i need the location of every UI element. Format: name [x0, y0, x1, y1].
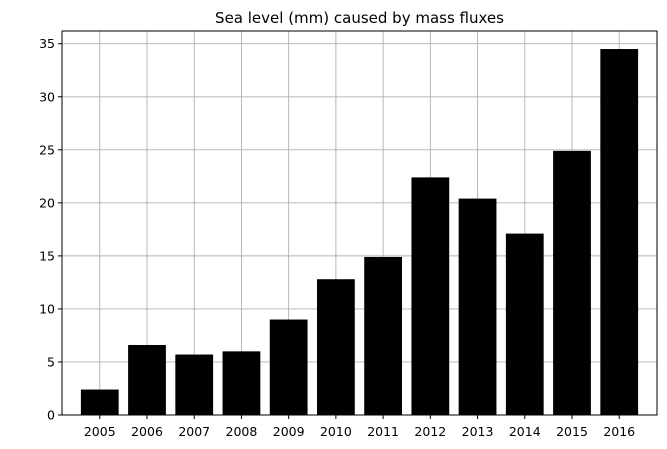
x-tick-label: 2006: [131, 424, 163, 439]
x-tick-label: 2010: [320, 424, 352, 439]
bar-2016: [600, 49, 639, 416]
axes: 0 5 10 15 20 25 30 35 2005 2006 2007 2008 2009 2010 20…: [39, 30, 658, 439]
y-tick-label: 0: [47, 408, 55, 423]
x-tick-label: 2005: [84, 424, 116, 439]
bar-2012: [411, 177, 450, 415]
bar-2010: [317, 279, 355, 415]
bars: [80, 49, 639, 416]
y-tick-label: 20: [39, 195, 55, 210]
y-tick-label: 25: [39, 142, 55, 157]
bar-2006: [128, 344, 166, 415]
bar-2014: [505, 233, 544, 415]
x-tick-label: 2013: [462, 424, 494, 439]
x-tick-label: 2014: [509, 424, 541, 439]
plot-frame: [61, 30, 658, 416]
x-tick-label: 2012: [414, 424, 446, 439]
x-tick-label: 2011: [367, 424, 399, 439]
bar-2011: [364, 256, 402, 415]
bar-2007: [175, 354, 214, 415]
bar-2013: [458, 198, 497, 415]
y-tick-label: 30: [39, 89, 55, 104]
y-tick-label: 5: [47, 354, 55, 369]
x-tick-label: 2015: [556, 424, 588, 439]
y-tick-label: 35: [39, 36, 55, 51]
y-tick-label: 15: [39, 248, 55, 263]
bar-2009: [269, 319, 308, 415]
bar-2005: [80, 389, 119, 415]
chart-title: Sea level (mm) caused by mass fluxes: [215, 9, 504, 27]
x-tick-label: 2008: [226, 424, 258, 439]
x-tick-label: 2007: [178, 424, 210, 439]
x-tick-label: 2016: [603, 424, 635, 439]
bar-2008: [222, 351, 261, 415]
x-tick-label: 2009: [273, 424, 305, 439]
y-tick-label: 10: [39, 301, 55, 316]
bar-2015: [553, 150, 591, 415]
